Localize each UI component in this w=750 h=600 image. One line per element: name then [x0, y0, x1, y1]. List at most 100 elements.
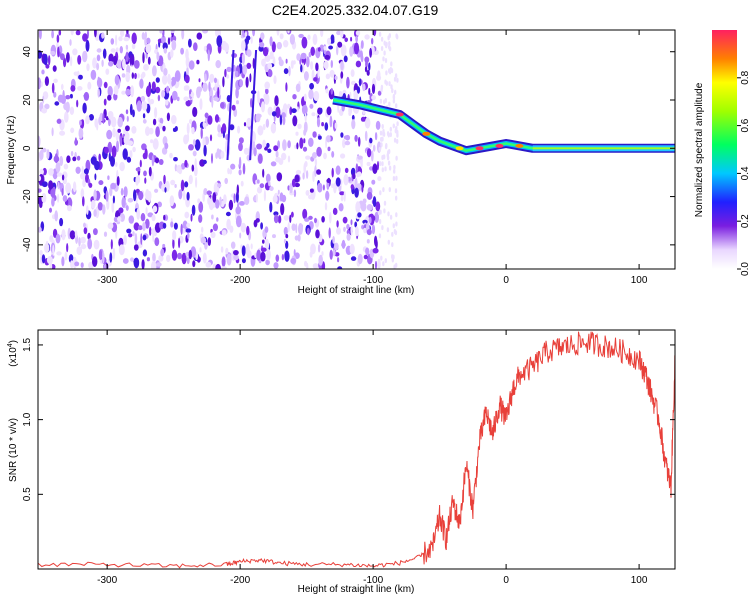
noise-cell: [96, 121, 99, 131]
noise-cell: [87, 232, 91, 240]
noise-cell: [125, 88, 131, 96]
noise-cell: [289, 106, 293, 115]
noise-cell: [366, 229, 372, 236]
noise-cell: [259, 183, 265, 189]
noise-cell-fringe: [386, 227, 390, 233]
noise-cell: [223, 194, 227, 205]
noise-cell: [204, 73, 207, 82]
noise-cell: [176, 164, 182, 174]
noise-cell: [377, 176, 382, 182]
noise-cell: [193, 42, 198, 52]
noise-cell: [357, 212, 362, 218]
noise-cell: [340, 44, 347, 57]
noise-cell: [355, 35, 358, 43]
noise-cell-fringe: [379, 209, 382, 215]
noise-cell: [194, 158, 197, 170]
noise-cell: [151, 260, 157, 269]
noise-cell: [157, 201, 163, 208]
noise-cell-fringe: [389, 126, 392, 132]
noise-cell: [135, 175, 141, 184]
noise-cell: [270, 123, 277, 134]
noise-cell: [289, 34, 295, 45]
x-tick-label: -200: [230, 575, 250, 586]
noise-cell: [67, 205, 72, 212]
x-tick-label: 0: [503, 275, 509, 286]
noise-cell: [282, 139, 287, 151]
noise-cell: [357, 171, 362, 177]
noise-cell: [372, 30, 377, 37]
noise-cell: [263, 93, 267, 100]
noise-cell: [337, 257, 340, 263]
noise-cell: [354, 177, 358, 190]
noise-cell: [336, 220, 339, 228]
noise-cell: [332, 207, 338, 215]
noise-cell: [165, 99, 169, 106]
noise-cell: [66, 155, 71, 163]
noise-cell: [117, 216, 122, 222]
noise-cell: [354, 187, 359, 198]
noise-cell: [44, 103, 50, 110]
noise-cell: [154, 157, 160, 164]
noise-cell: [265, 259, 270, 266]
noise-cell: [176, 96, 180, 102]
y-tick-label: 1.5: [22, 338, 33, 352]
noise-cell: [230, 163, 236, 170]
noise-cell: [74, 230, 78, 238]
noise-cell: [96, 62, 100, 71]
noise-cell: [207, 49, 210, 62]
noise-cell: [357, 155, 363, 160]
noise-cell: [150, 139, 154, 144]
noise-cell: [131, 125, 137, 134]
noise-cell: [350, 184, 354, 190]
noise-cell: [308, 51, 312, 58]
noise-cell: [116, 140, 119, 153]
noise-cell: [139, 159, 142, 168]
noise-cell: [154, 107, 158, 119]
noise-cell: [76, 155, 81, 161]
noise-cell: [56, 118, 62, 124]
noise-cell: [318, 135, 322, 140]
noise-cell: [139, 78, 144, 89]
noise-cell: [140, 233, 143, 246]
noise-cell: [241, 258, 246, 264]
noise-cell: [108, 61, 114, 67]
noise-cell: [265, 88, 269, 95]
snr-x-ticks: -300 -200 -100 0 100: [97, 330, 648, 586]
noise-cell: [115, 161, 118, 168]
noise-cell: [276, 41, 282, 50]
noise-cell: [202, 82, 208, 92]
noise-cell: [269, 201, 273, 213]
noise-cell: [152, 118, 157, 126]
noise-cell: [246, 62, 252, 69]
noise-cell: [96, 77, 103, 88]
noise-cell: [334, 75, 338, 80]
x-tick-label: -300: [97, 275, 117, 286]
noise-cell-fringe: [381, 167, 384, 173]
noise-cell-fringe: [382, 261, 385, 267]
noise-cell: [121, 90, 126, 95]
noise-cell: [65, 101, 70, 113]
noise-cell: [183, 96, 189, 102]
noise-cell: [312, 131, 317, 138]
noise-cell: [264, 226, 269, 234]
noise-cell-fringe: [387, 211, 390, 217]
noise-cell: [80, 172, 86, 180]
noise-cell: [83, 227, 88, 235]
noise-cell-fringe: [387, 160, 391, 166]
noise-cell: [238, 201, 245, 206]
noise-cell: [273, 75, 277, 85]
noise-cell: [204, 112, 209, 119]
colorbar-gradient: [712, 30, 737, 269]
noise-cell-fringe: [392, 123, 395, 129]
noise-cell: [77, 86, 83, 91]
noise-cell: [303, 129, 307, 136]
colorbar-ticks: 0.0 0.2 0.4 0.6 0.8: [737, 70, 750, 276]
noise-cell: [192, 260, 196, 268]
noise-cell: [252, 30, 256, 37]
noise-cell: [346, 76, 350, 89]
noise-cell: [140, 73, 145, 79]
noise-cell: [233, 254, 239, 261]
noise-cell: [169, 195, 175, 207]
noise-cell: [289, 214, 292, 223]
noise-cell: [355, 163, 359, 173]
